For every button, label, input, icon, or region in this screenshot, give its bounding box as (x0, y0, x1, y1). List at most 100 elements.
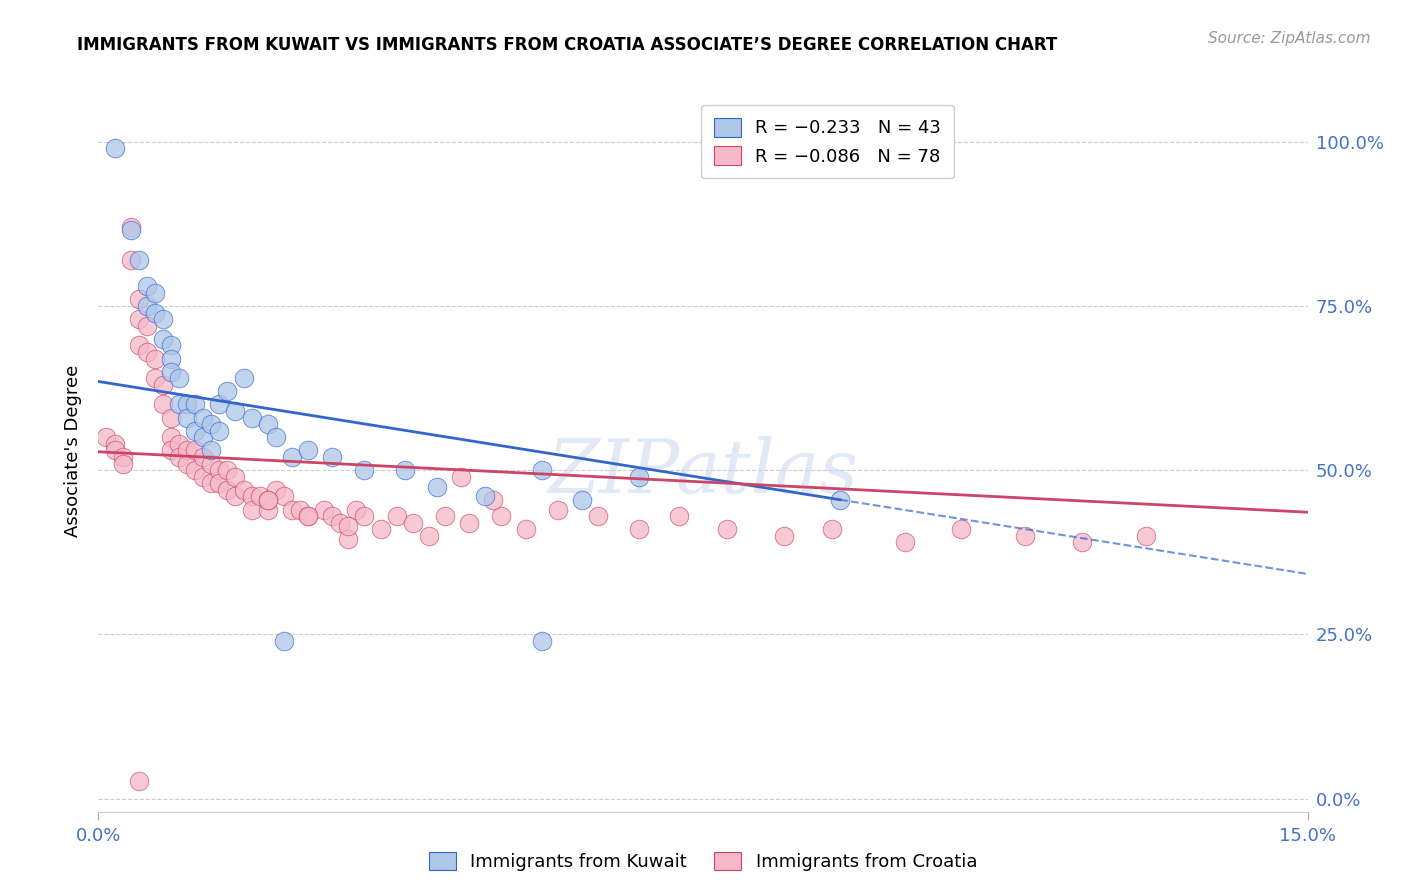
Point (111, 457, 134, 471)
Point (184, 397, 207, 411)
Point (893, 535, 915, 549)
Point (208, 397, 231, 411)
Text: IMMIGRANTS FROM KUWAIT VS IMMIGRANTS FROM CROATIA ASSOCIATE’S DEGREE CORRELATION: IMMIGRANTS FROM KUWAIT VS IMMIGRANTS FRO… (77, 36, 1057, 54)
Point (160, 443, 183, 458)
Point (1014, 529, 1036, 543)
Point (264, 483, 287, 497)
Point (627, 522, 650, 536)
Point (184, 443, 207, 458)
Point (160, 410, 183, 425)
Point (256, 492, 278, 507)
Point (103, 437, 125, 451)
Point (135, 318, 157, 333)
Point (200, 443, 222, 458)
Point (152, 312, 174, 326)
Point (167, 450, 190, 464)
Point (208, 424, 231, 438)
Point (434, 509, 457, 524)
Point (240, 502, 263, 516)
Point (1135, 529, 1157, 543)
Point (385, 509, 408, 524)
Point (184, 424, 207, 438)
Point (547, 502, 569, 516)
Point (353, 463, 375, 477)
Point (193, 430, 215, 444)
Point (281, 450, 304, 464)
Point (515, 522, 537, 536)
Point (176, 410, 198, 425)
Point (273, 490, 295, 504)
Point (402, 516, 425, 530)
Point (111, 450, 134, 464)
Point (321, 450, 343, 464)
Point (571, 492, 593, 507)
Point (128, 773, 150, 788)
Text: Source: ZipAtlas.com: Source: ZipAtlas.com (1208, 31, 1371, 46)
Point (314, 502, 336, 516)
Point (828, 492, 851, 507)
Point (530, 634, 553, 648)
Point (176, 457, 198, 471)
Point (176, 397, 198, 411)
Point (329, 516, 352, 530)
Point (491, 509, 513, 524)
Point (240, 490, 263, 504)
Point (143, 351, 166, 366)
Point (193, 469, 215, 483)
Point (135, 299, 157, 313)
Point (426, 480, 449, 494)
Point (128, 312, 150, 326)
Point (256, 417, 278, 432)
Point (184, 463, 207, 477)
Point (668, 509, 690, 524)
Point (716, 522, 738, 536)
Point (949, 522, 972, 536)
Point (120, 220, 142, 235)
Point (297, 509, 319, 524)
Y-axis label: Associate's Degree: Associate's Degree (63, 364, 82, 537)
Point (297, 443, 319, 458)
Point (160, 338, 183, 352)
Point (256, 502, 278, 516)
Point (458, 516, 481, 530)
Point (120, 223, 142, 237)
Point (627, 469, 650, 483)
Point (394, 463, 416, 477)
Point (530, 463, 553, 477)
Point (120, 252, 142, 267)
Point (208, 463, 231, 477)
Point (217, 463, 239, 477)
Point (200, 417, 222, 432)
Point (772, 529, 794, 543)
Point (482, 492, 505, 507)
Point (143, 371, 166, 385)
Point (249, 490, 271, 504)
Point (135, 279, 157, 293)
Point (217, 384, 239, 399)
Point (152, 377, 174, 392)
Legend: R = −0.233   N = 43, R = −0.086   N = 78: R = −0.233 N = 43, R = −0.086 N = 78 (702, 105, 953, 178)
Point (160, 430, 183, 444)
Point (176, 443, 198, 458)
Point (128, 252, 150, 267)
Point (353, 509, 375, 524)
Point (224, 404, 246, 418)
Point (232, 483, 254, 497)
Point (143, 285, 166, 300)
Point (160, 351, 183, 366)
Point (232, 371, 254, 385)
Point (103, 141, 125, 155)
Point (224, 490, 246, 504)
Point (128, 338, 150, 352)
Point (167, 371, 190, 385)
Point (1070, 535, 1092, 549)
Point (281, 502, 304, 516)
Point (240, 410, 263, 425)
Point (208, 476, 231, 491)
Point (264, 430, 287, 444)
Point (821, 522, 844, 536)
Point (344, 502, 367, 516)
Point (224, 469, 246, 483)
Point (152, 397, 174, 411)
Point (135, 345, 157, 359)
